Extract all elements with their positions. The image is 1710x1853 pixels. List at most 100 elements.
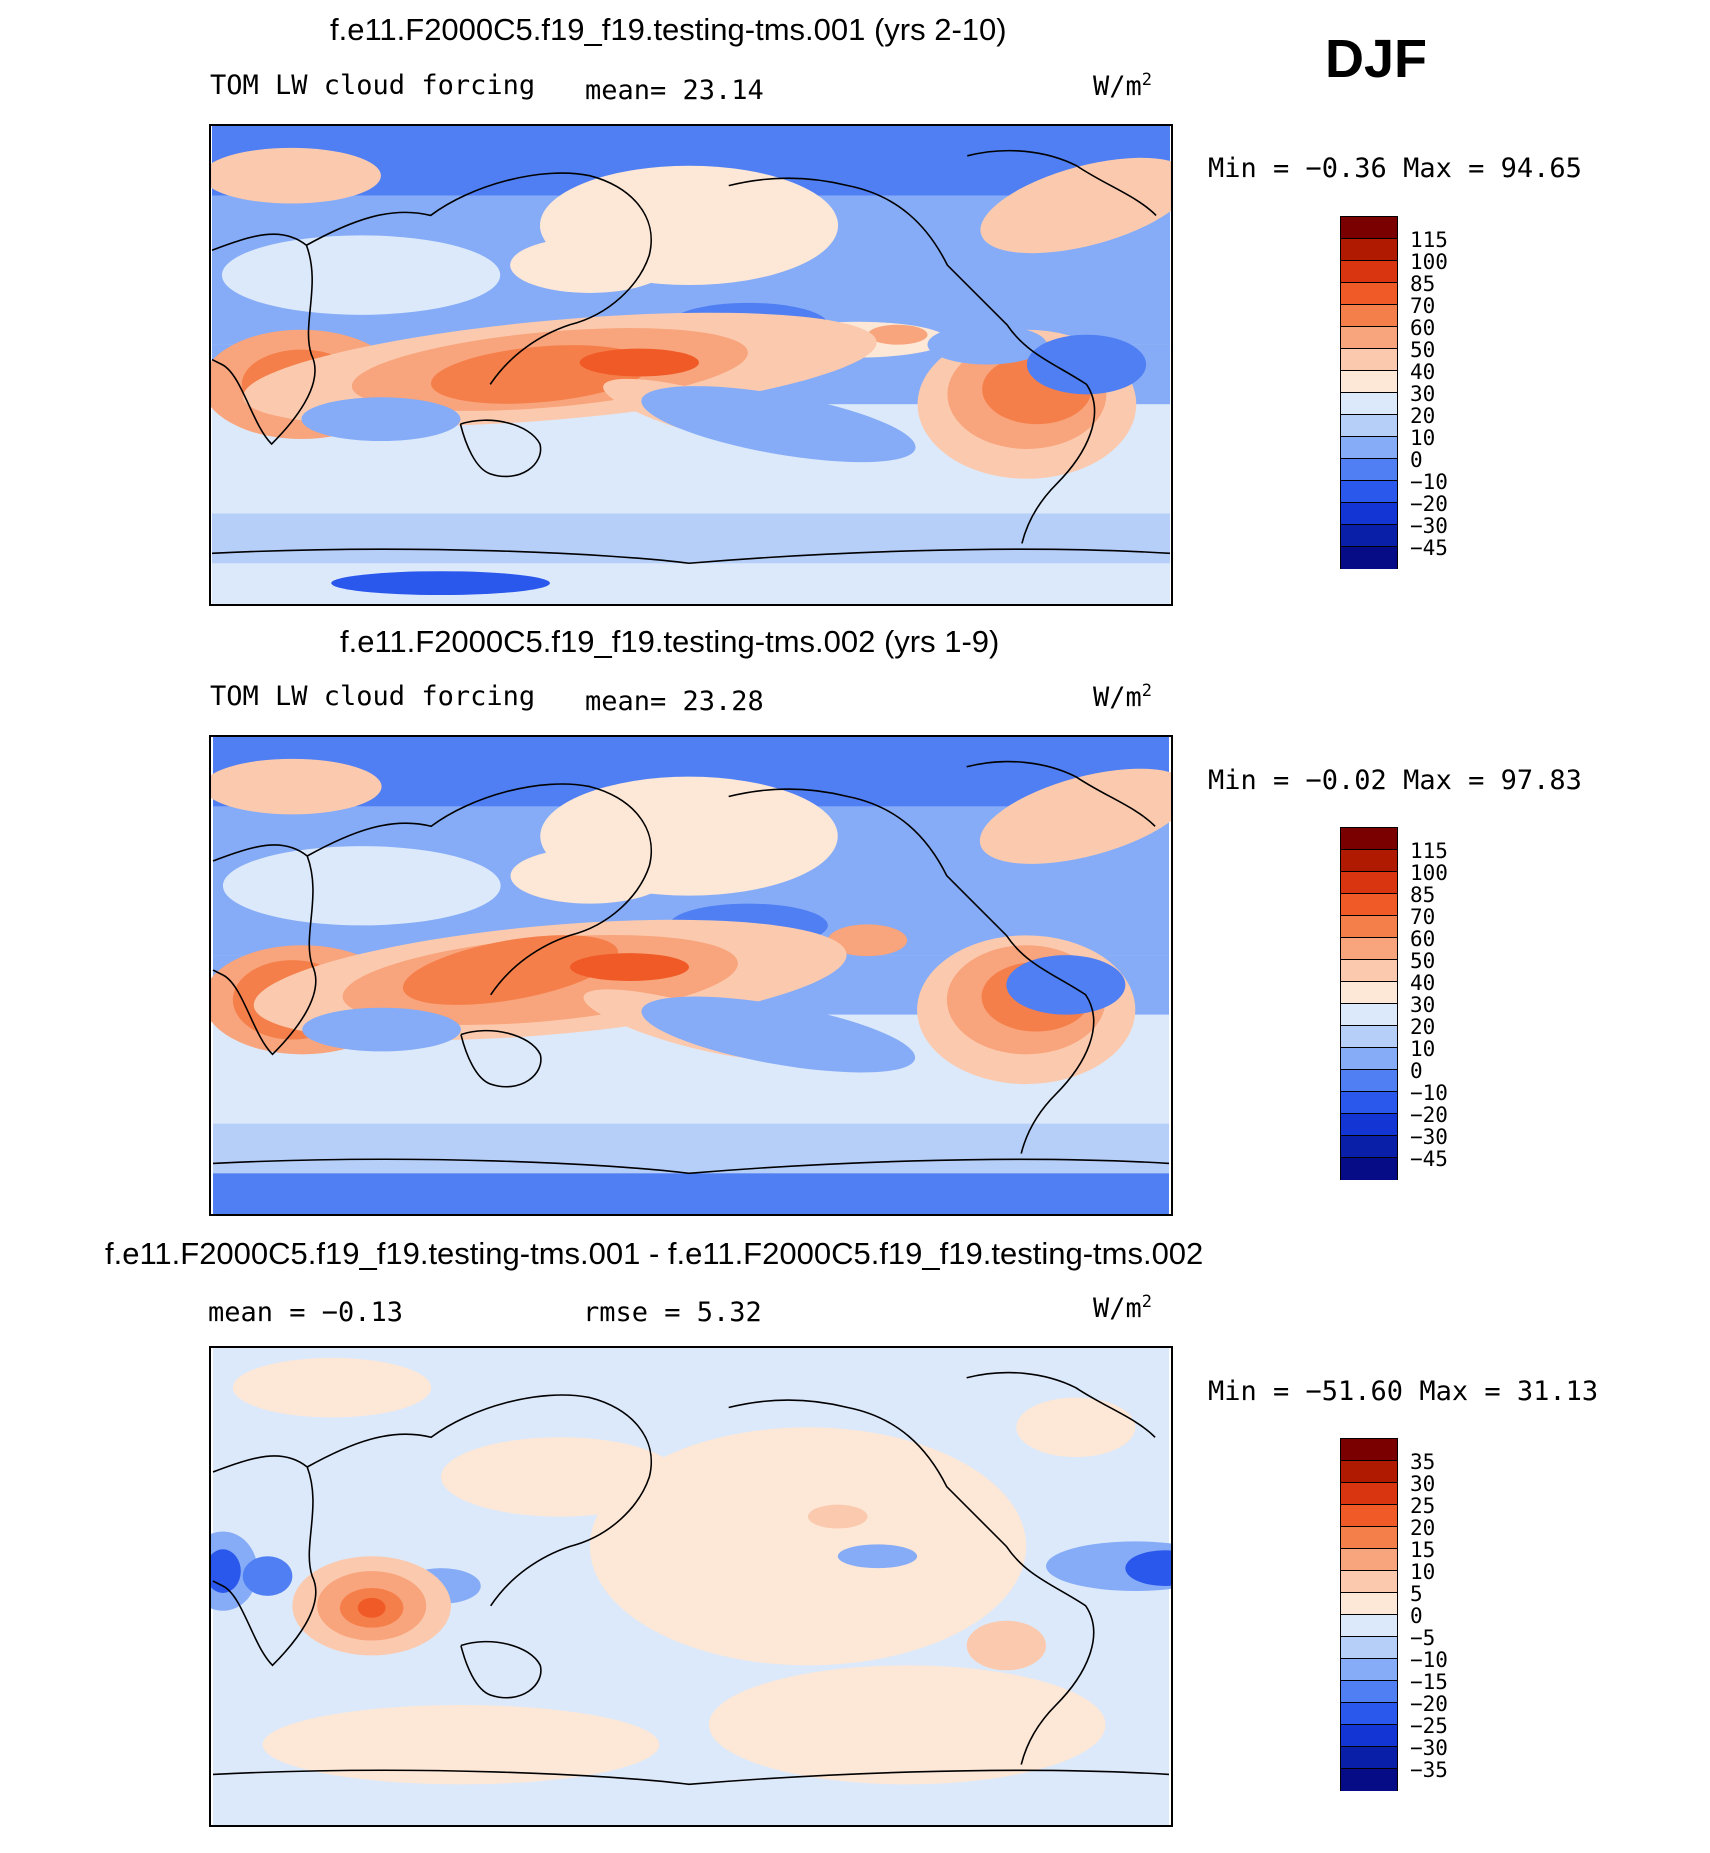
colorbar-tick-label: −30 xyxy=(1410,1736,1448,1760)
colorbar-swatch xyxy=(1341,1505,1397,1527)
map-latitude-band xyxy=(212,513,1170,564)
panel-2-variable-label: TOM LW cloud forcing xyxy=(210,681,536,712)
panel-3-title: f.e11.F2000C5.f19_f19.testing-tms.001 - … xyxy=(105,1236,1204,1271)
colorbar-swatch xyxy=(1341,393,1397,415)
map-contour-region xyxy=(262,1705,660,1785)
colorbar-swatch xyxy=(1341,1681,1397,1703)
map-contour-region xyxy=(1125,1550,1171,1586)
colorbar-swatch xyxy=(1341,283,1397,305)
colorbar-swatches xyxy=(1340,827,1398,1180)
map-contour-region xyxy=(966,1620,1047,1671)
map-contour-region xyxy=(302,1007,461,1052)
map-contour-region xyxy=(1006,955,1126,1015)
colorbar-tick-label: 20 xyxy=(1410,1015,1436,1039)
map-latitude-band xyxy=(213,1173,1169,1214)
map-contour-region xyxy=(927,324,1047,365)
coastline xyxy=(211,548,1171,565)
colorbar-swatch xyxy=(1341,1747,1397,1769)
map-contour-region xyxy=(867,324,928,345)
colorbar-tick-label: 15 xyxy=(1410,1538,1436,1562)
coastline xyxy=(728,177,1096,544)
colorbar-swatch xyxy=(1341,1571,1397,1593)
coastline xyxy=(212,1158,1170,1175)
colorbar-tick-label: 100 xyxy=(1410,250,1448,274)
colorbar-swatches xyxy=(1340,216,1398,569)
colorbar-tick-label: 70 xyxy=(1410,905,1436,929)
colorbar-swatch xyxy=(1341,1637,1397,1659)
map-contour-region xyxy=(510,848,670,904)
colorbar-tick-label: −10 xyxy=(1410,1648,1448,1672)
map-contour-region xyxy=(827,924,908,957)
panel-1-minmax-label: Min = −0.36 Max = 94.65 xyxy=(1208,153,1582,184)
map-contour-region xyxy=(211,147,381,204)
map-contour-region xyxy=(837,1544,918,1569)
map-contour-region xyxy=(570,953,690,981)
colorbar-tick-label: −20 xyxy=(1410,1692,1448,1716)
colorbar-swatch xyxy=(1341,894,1397,916)
colorbar-tick-label: 10 xyxy=(1410,426,1436,450)
colorbar-swatch xyxy=(1341,1439,1397,1461)
coastline xyxy=(306,172,652,385)
panel-1-map xyxy=(209,124,1173,606)
colorbar-swatch xyxy=(1341,1092,1397,1114)
colorbar-tick-label: −15 xyxy=(1410,1670,1448,1694)
colorbar-tick-label: 0 xyxy=(1410,1604,1423,1628)
colorbar-swatch xyxy=(1341,349,1397,371)
colorbar-swatch xyxy=(1341,1048,1397,1070)
map-contour-region xyxy=(441,1437,680,1517)
map-contour-region xyxy=(808,1504,868,1529)
map-contour-region xyxy=(708,1665,1106,1785)
colorbar-swatch xyxy=(1341,1549,1397,1571)
colorbar-swatch xyxy=(1341,481,1397,503)
colorbar-tick-label: 60 xyxy=(1410,927,1436,951)
colorbar-tick-label: 100 xyxy=(1410,861,1448,885)
colorbar-swatch xyxy=(1341,1615,1397,1637)
colorbar-tick-label: −45 xyxy=(1410,1147,1448,1171)
map-contour-region xyxy=(510,237,670,293)
coastline xyxy=(212,1769,1170,1786)
panel-1-variable-label: TOM LW cloud forcing xyxy=(210,70,536,101)
map-contour-region xyxy=(589,1427,1027,1666)
coastline xyxy=(459,419,542,478)
coastline xyxy=(460,1029,542,1088)
season-label: DJF xyxy=(1325,29,1428,89)
coastline xyxy=(966,1371,1156,1438)
colorbar-tick-label: 20 xyxy=(1410,404,1436,428)
map-field xyxy=(211,1348,1171,1825)
colorbar-tick-label: 115 xyxy=(1410,839,1448,863)
colorbar-tick-label: −10 xyxy=(1410,470,1448,494)
panel-2-units-label: W/m2 xyxy=(1093,681,1153,713)
map-contour-region xyxy=(357,1597,386,1618)
map-contour-region xyxy=(1026,334,1147,395)
colorbar-swatch xyxy=(1341,1026,1397,1048)
colorbar-swatch xyxy=(1341,916,1397,938)
map-contour-region xyxy=(641,996,916,1073)
colorbar-swatch xyxy=(1341,261,1397,283)
panel-2-title: f.e11.F2000C5.f19_f19.testing-tms.002 (y… xyxy=(340,624,1000,659)
panel-1-title: f.e11.F2000C5.f19_f19.testing-tms.001 (y… xyxy=(330,12,1007,47)
map-field xyxy=(211,737,1171,1214)
colorbar-swatch xyxy=(1341,1070,1397,1092)
coastline xyxy=(306,1394,652,1607)
coastline xyxy=(306,783,652,996)
coastline xyxy=(728,788,1095,1154)
colorbar-swatch xyxy=(1341,850,1397,872)
colorbar-swatch xyxy=(1341,239,1397,261)
colorbar-tick-label: 40 xyxy=(1410,971,1436,995)
colorbar-swatch xyxy=(1341,327,1397,349)
colorbar-swatch xyxy=(1341,982,1397,1004)
map-contour-region xyxy=(301,397,461,442)
colorbar-swatch xyxy=(1341,872,1397,894)
colorbar-swatch xyxy=(1341,1593,1397,1615)
colorbar-swatch xyxy=(1341,525,1397,547)
colorbar-tick-label: 30 xyxy=(1410,382,1436,406)
colorbar-tick-label: 30 xyxy=(1410,993,1436,1017)
map-contour-region xyxy=(980,157,1171,254)
colorbar-swatch xyxy=(1341,960,1397,982)
map-contour-region xyxy=(211,1549,241,1593)
coastline xyxy=(460,1640,542,1699)
panel-3-rmse-label: rmse = 5.32 xyxy=(583,1297,762,1328)
coastline xyxy=(211,233,316,446)
colorbar-tick-label: 85 xyxy=(1410,272,1436,296)
map-contour-region xyxy=(579,348,699,377)
